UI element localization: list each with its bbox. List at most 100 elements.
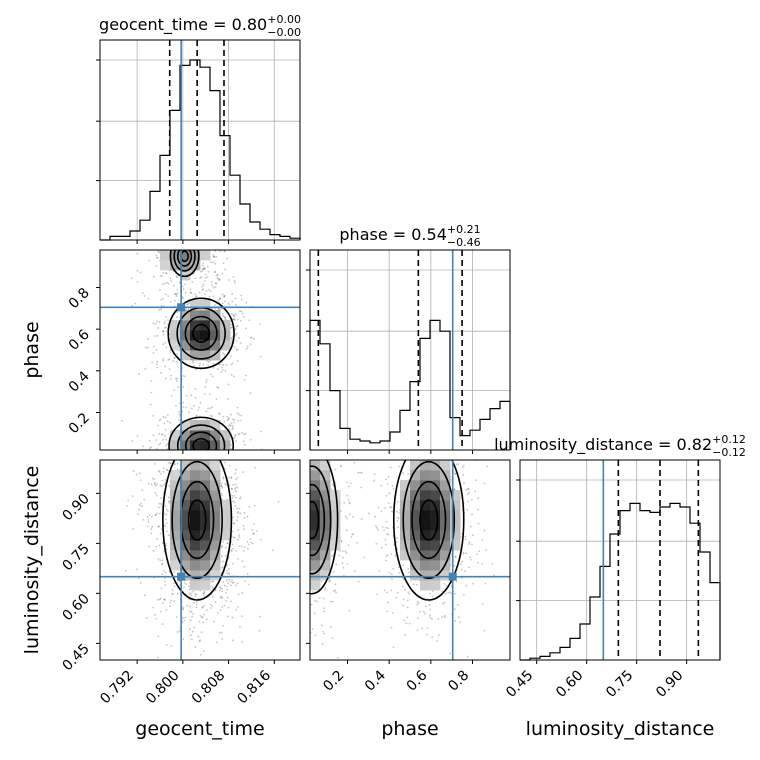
- density-cell: [310, 520, 321, 531]
- sample-point: [218, 451, 220, 453]
- density-cell: [160, 250, 171, 261]
- sample-point: [386, 610, 389, 613]
- sample-point: [160, 304, 163, 307]
- sample-point: [203, 267, 205, 269]
- sample-point: [338, 554, 340, 557]
- sample-point: [463, 445, 465, 447]
- sample-point: [444, 419, 446, 421]
- sample-point: [234, 487, 237, 489]
- sample-point: [201, 267, 204, 270]
- sample-point: [212, 255, 215, 258]
- sample-point: [200, 276, 203, 278]
- sample-point: [384, 538, 387, 541]
- sample-point: [215, 371, 217, 373]
- density-cell: [330, 530, 341, 541]
- density-cell: [210, 540, 221, 551]
- sample-point: [188, 302, 190, 304]
- sample-point: [290, 421, 292, 423]
- sample-point: [241, 592, 244, 594]
- sample-point: [201, 269, 204, 272]
- sample-point: [305, 577, 307, 579]
- title-upper-error: +0.00: [267, 13, 301, 26]
- sample-point: [227, 582, 230, 585]
- sample-point: [304, 545, 306, 547]
- sample-point: [422, 436, 424, 438]
- sample-point: [203, 268, 205, 271]
- sample-point: [211, 580, 214, 583]
- sample-point: [163, 484, 165, 486]
- sample-point: [295, 466, 297, 468]
- sample-point: [191, 615, 194, 618]
- density-cell: [450, 510, 461, 521]
- sample-point: [223, 454, 225, 456]
- sample-point: [276, 523, 278, 525]
- sample-point: [165, 468, 168, 471]
- sample-point: [200, 270, 202, 273]
- sample-point: [304, 478, 306, 480]
- sample-point: [304, 485, 306, 487]
- sample-point: [176, 592, 179, 595]
- sample-point: [172, 225, 174, 227]
- sample-point: [193, 392, 195, 394]
- sample-point: [286, 516, 288, 518]
- sample-point: [166, 281, 168, 284]
- x-axis-label: phase: [381, 718, 438, 740]
- sample-point: [175, 293, 178, 296]
- density-cell: [430, 510, 441, 521]
- sample-point: [389, 466, 392, 469]
- sample-point: [159, 610, 162, 613]
- sample-point: [156, 456, 158, 458]
- sample-point: [436, 425, 438, 427]
- sample-point: [151, 525, 154, 528]
- density-cell: [190, 470, 201, 481]
- sample-point: [228, 423, 231, 426]
- sample-point: [429, 608, 431, 611]
- sample-point: [206, 457, 208, 459]
- sample-point: [239, 512, 242, 515]
- sample-point: [227, 476, 230, 479]
- sample-point: [156, 334, 159, 337]
- sample-point: [325, 426, 327, 428]
- sample-point: [385, 494, 388, 497]
- sample-point: [285, 540, 287, 542]
- sample-point: [250, 541, 253, 544]
- sample-point: [431, 617, 433, 620]
- sample-point: [203, 613, 205, 616]
- sample-point: [294, 499, 296, 501]
- sample-point: [348, 502, 351, 505]
- sample-point: [387, 533, 390, 536]
- density-cell: [170, 440, 181, 450]
- sample-point: [230, 477, 233, 479]
- sample-point: [278, 515, 280, 517]
- sample-point: [169, 421, 172, 424]
- sample-point: [157, 656, 159, 659]
- sample-point: [467, 543, 470, 545]
- sample-point: [181, 457, 183, 459]
- sample-point: [188, 628, 191, 631]
- sample-point: [304, 412, 306, 414]
- sample-point: [173, 225, 175, 227]
- sample-point: [350, 535, 353, 538]
- sample-point: [199, 401, 202, 404]
- sample-point: [226, 615, 229, 618]
- sample-point: [330, 488, 332, 491]
- sample-point: [215, 398, 218, 400]
- sample-point: [229, 584, 232, 587]
- sample-point: [473, 426, 475, 428]
- contour-line: [310, 500, 320, 540]
- density-cell: [180, 500, 191, 511]
- sample-point: [139, 271, 142, 274]
- histogram-luminosity_distance: [520, 502, 721, 661]
- sample-point: [167, 534, 170, 537]
- sample-point: [202, 592, 205, 595]
- sample-point: [215, 374, 217, 376]
- sample-point: [244, 545, 246, 548]
- sample-point: [286, 524, 288, 526]
- sample-point: [182, 455, 184, 457]
- sample-point: [173, 457, 175, 459]
- sample-point: [302, 521, 304, 523]
- sample-point: [240, 310, 243, 313]
- sample-point: [219, 297, 221, 299]
- sample-point: [448, 451, 450, 453]
